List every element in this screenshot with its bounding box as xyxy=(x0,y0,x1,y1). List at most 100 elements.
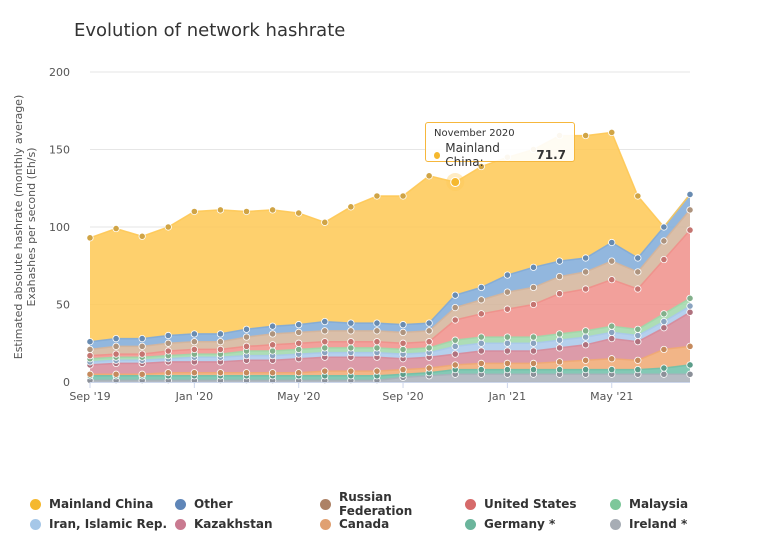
point-iran-islamic-rep[interactable] xyxy=(555,336,564,344)
point-iran-islamic-rep[interactable] xyxy=(529,339,538,347)
point-russian-federation[interactable] xyxy=(582,268,590,276)
point-malaysia[interactable] xyxy=(582,327,590,335)
point-russian-federation[interactable] xyxy=(347,327,355,335)
point-other[interactable] xyxy=(321,317,329,326)
point-malaysia[interactable] xyxy=(555,330,564,338)
point-mainland-china[interactable] xyxy=(190,207,198,216)
point-kazakhstan[interactable] xyxy=(686,308,694,316)
point-russian-federation[interactable] xyxy=(216,338,225,346)
point-malaysia[interactable] xyxy=(529,333,538,341)
point-other[interactable] xyxy=(269,322,277,330)
point-malaysia[interactable] xyxy=(347,344,355,352)
point-mainland-china[interactable] xyxy=(269,206,277,214)
point-iran-islamic-rep[interactable] xyxy=(503,339,511,347)
point-russian-federation[interactable] xyxy=(399,328,407,336)
point-united-states[interactable] xyxy=(373,338,381,346)
point-kazakhstan[interactable] xyxy=(582,341,590,349)
point-canada[interactable] xyxy=(529,359,538,367)
point-germany[interactable] xyxy=(555,365,564,374)
point-mainland-china[interactable] xyxy=(399,192,407,200)
point-united-states[interactable] xyxy=(321,338,329,346)
point-russian-federation[interactable] xyxy=(660,237,668,245)
point-germany[interactable] xyxy=(503,365,511,374)
point-russian-federation[interactable] xyxy=(555,272,564,281)
point-mainland-china[interactable] xyxy=(295,209,303,217)
point-united-states[interactable] xyxy=(634,285,642,293)
point-mainland-china[interactable] xyxy=(164,223,172,231)
point-russian-federation[interactable] xyxy=(86,345,94,354)
point-canada[interactable] xyxy=(608,355,616,363)
point-united-states[interactable] xyxy=(686,226,694,234)
point-russian-federation[interactable] xyxy=(138,342,146,350)
point-russian-federation[interactable] xyxy=(634,268,642,276)
point-mainland-china[interactable] xyxy=(373,192,381,200)
point-kazakhstan[interactable] xyxy=(555,344,564,352)
area-united-states[interactable] xyxy=(90,230,690,359)
point-mainland-china[interactable] xyxy=(425,172,433,180)
point-malaysia[interactable] xyxy=(634,325,642,333)
point-russian-federation[interactable] xyxy=(686,206,694,214)
point-mainland-china[interactable] xyxy=(582,131,590,140)
point-malaysia[interactable] xyxy=(269,347,277,355)
point-russian-federation[interactable] xyxy=(269,330,277,338)
point-mainland-china[interactable] xyxy=(242,207,251,216)
legend-item-canada[interactable]: Canada xyxy=(320,516,465,532)
point-other[interactable] xyxy=(425,319,433,327)
point-canada[interactable] xyxy=(686,342,694,350)
point-kazakhstan[interactable] xyxy=(634,338,642,346)
point-other[interactable] xyxy=(216,330,225,338)
point-iran-islamic-rep[interactable] xyxy=(634,331,642,340)
point-united-states[interactable] xyxy=(425,338,433,346)
point-united-states[interactable] xyxy=(190,345,198,354)
point-canada[interactable] xyxy=(112,370,120,378)
point-united-states[interactable] xyxy=(477,310,485,318)
legend-item-other[interactable]: Other xyxy=(175,496,320,512)
area-ireland[interactable] xyxy=(90,374,690,382)
point-canada[interactable] xyxy=(399,365,407,374)
point-canada[interactable] xyxy=(242,369,251,377)
point-malaysia[interactable] xyxy=(660,310,668,318)
point-mainland-china[interactable] xyxy=(216,206,225,214)
point-russian-federation[interactable] xyxy=(503,288,511,296)
point-canada[interactable] xyxy=(582,356,590,364)
point-kazakhstan[interactable] xyxy=(529,347,538,355)
point-other[interactable] xyxy=(477,283,485,292)
point-canada[interactable] xyxy=(451,361,459,369)
point-canada[interactable] xyxy=(216,369,225,377)
area-canada[interactable] xyxy=(90,346,690,376)
point-malaysia[interactable] xyxy=(686,294,694,302)
point-united-states[interactable] xyxy=(242,342,251,350)
area-mainland-china[interactable] xyxy=(90,132,690,342)
point-germany[interactable] xyxy=(529,365,538,374)
point-russian-federation[interactable] xyxy=(608,257,616,265)
point-other[interactable] xyxy=(634,254,642,262)
point-malaysia[interactable] xyxy=(608,322,616,330)
point-mainland-china[interactable] xyxy=(138,232,146,240)
point-malaysia[interactable] xyxy=(321,344,329,352)
point-canada[interactable] xyxy=(321,367,329,375)
point-other[interactable] xyxy=(582,254,590,262)
point-united-states[interactable] xyxy=(529,300,538,309)
point-germany[interactable] xyxy=(660,364,668,372)
point-iran-islamic-rep[interactable] xyxy=(660,317,668,326)
point-canada[interactable] xyxy=(190,369,198,377)
point-russian-federation[interactable] xyxy=(425,327,433,335)
point-russian-federation[interactable] xyxy=(529,283,538,292)
highlight-point[interactable] xyxy=(450,177,461,188)
point-malaysia[interactable] xyxy=(425,344,433,352)
point-malaysia[interactable] xyxy=(399,345,407,354)
point-germany[interactable] xyxy=(582,365,590,374)
point-united-states[interactable] xyxy=(660,255,668,264)
point-germany[interactable] xyxy=(477,365,485,374)
point-other[interactable] xyxy=(686,190,694,199)
point-other[interactable] xyxy=(295,321,303,329)
point-united-states[interactable] xyxy=(295,339,303,347)
point-mainland-china[interactable] xyxy=(321,218,329,226)
point-other[interactable] xyxy=(347,319,355,327)
point-mainland-china[interactable] xyxy=(608,128,616,137)
point-mainland-china[interactable] xyxy=(477,162,485,171)
point-iran-islamic-rep[interactable] xyxy=(582,333,590,341)
point-united-states[interactable] xyxy=(138,350,146,358)
point-other[interactable] xyxy=(86,338,94,346)
point-canada[interactable] xyxy=(477,359,485,367)
